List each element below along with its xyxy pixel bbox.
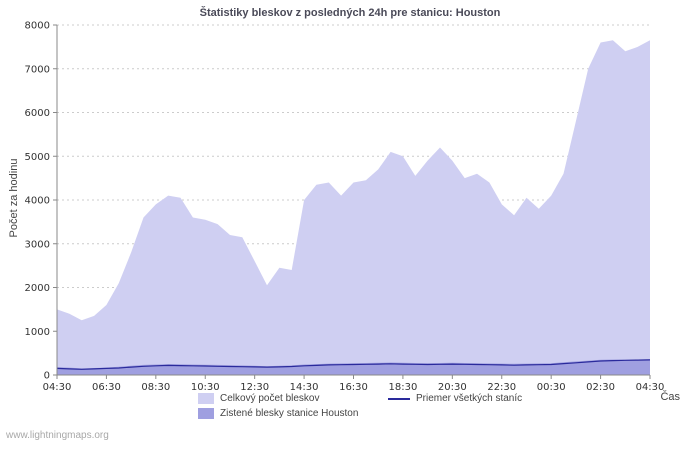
svg-text:08:30: 08:30 [141, 382, 170, 393]
svg-text:22:30: 22:30 [487, 382, 516, 393]
svg-text:10:30: 10:30 [191, 382, 220, 393]
y-axis-label: Počet za hodinu [8, 158, 20, 238]
legend-item-station: Zistené blesky stanice Houston [198, 408, 388, 419]
legend-label-station: Zistené blesky stanice Houston [220, 408, 359, 419]
svg-text:04:30: 04:30 [636, 382, 665, 393]
svg-text:7000: 7000 [25, 64, 50, 75]
svg-text:20:30: 20:30 [438, 382, 467, 393]
svg-text:06:30: 06:30 [92, 382, 121, 393]
legend-swatch-average-icon [388, 397, 410, 400]
legend-item-average: Priemer všetkých staníc [388, 393, 522, 404]
chart-legend: Celkový počet bleskov Priemer všetkých s… [198, 393, 522, 419]
svg-text:18:30: 18:30 [389, 382, 418, 393]
svg-text:0: 0 [44, 371, 50, 382]
svg-text:04:30: 04:30 [43, 382, 72, 393]
legend-swatch-total-icon [198, 393, 214, 404]
svg-text:5000: 5000 [25, 152, 50, 163]
svg-text:1000: 1000 [25, 327, 50, 338]
svg-text:2000: 2000 [25, 283, 50, 294]
svg-text:16:30: 16:30 [339, 382, 368, 393]
legend-label-total: Celkový počet bleskov [220, 393, 320, 404]
svg-text:12:30: 12:30 [240, 382, 269, 393]
legend-swatch-station-icon [198, 408, 214, 419]
svg-text:4000: 4000 [25, 196, 50, 207]
svg-text:14:30: 14:30 [290, 382, 319, 393]
x-axis-label: Čas [660, 391, 680, 403]
legend-item-total: Celkový počet bleskov [198, 393, 388, 404]
svg-text:8000: 8000 [25, 21, 50, 32]
svg-text:6000: 6000 [25, 108, 50, 119]
chart-title: Štatistiky bleskov z posledných 24h pre … [199, 7, 501, 19]
svg-text:3000: 3000 [25, 239, 50, 250]
legend-label-average: Priemer všetkých staníc [416, 393, 523, 404]
watermark-link[interactable]: www.lightningmaps.org [6, 430, 109, 441]
svg-text:00:30: 00:30 [537, 382, 566, 393]
svg-text:02:30: 02:30 [586, 382, 615, 393]
